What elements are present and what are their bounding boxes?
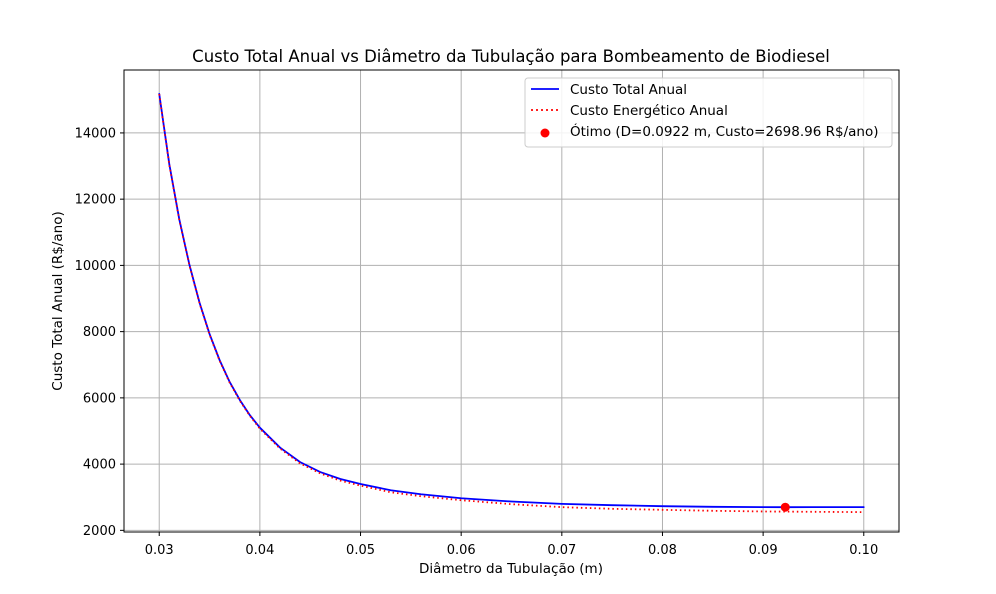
chart-title: Custo Total Anual vs Diâmetro da Tubulaç… bbox=[192, 47, 830, 66]
y-tick-label: 6000 bbox=[83, 391, 116, 406]
x-tick-label: 0.05 bbox=[346, 543, 375, 558]
y-tick-label: 14000 bbox=[75, 126, 116, 141]
legend-box bbox=[524, 77, 893, 148]
series-line-total-cost bbox=[158, 92, 865, 509]
ticks: 0.03 0.04 0.05 0.06 0.07 0.08 0.09 0.10 2000 4000… bbox=[75, 126, 879, 558]
optimum-point bbox=[780, 502, 790, 512]
x-tick-label: 0.09 bbox=[749, 543, 778, 558]
legend-label-total: Custo Total Anual bbox=[570, 82, 687, 98]
y-tick-label: 2000 bbox=[83, 524, 116, 539]
plot-frame bbox=[123, 69, 900, 533]
y-tick-label: 8000 bbox=[83, 325, 116, 340]
x-axis-label: Diâmetro da Tubulação (m) bbox=[419, 561, 603, 577]
legend-marker-optimum bbox=[540, 128, 550, 138]
y-tick-label: 12000 bbox=[75, 193, 116, 208]
x-tick-label: 0.04 bbox=[245, 543, 274, 558]
legend: Custo Total Anual Custo Energético Anual… bbox=[524, 77, 893, 148]
y-tick-label: 4000 bbox=[83, 458, 116, 473]
x-tick-label: 0.10 bbox=[849, 543, 878, 558]
series-layer bbox=[158, 92, 865, 514]
x-tick-label: 0.03 bbox=[145, 543, 174, 558]
x-tick-label: 0.08 bbox=[648, 543, 677, 558]
legend-label-optimum: Ótimo (D=0.0922 m, Custo=2698.96 R$/ano) bbox=[570, 122, 878, 140]
x-tick-label: 0.07 bbox=[547, 543, 576, 558]
legend-label-energy: Custo Energético Anual bbox=[570, 103, 728, 119]
x-tick-label: 0.06 bbox=[447, 543, 476, 558]
y-axis-label: Custo Total Anual (R$/ano) bbox=[50, 211, 66, 390]
y-tick-label: 10000 bbox=[75, 259, 116, 274]
